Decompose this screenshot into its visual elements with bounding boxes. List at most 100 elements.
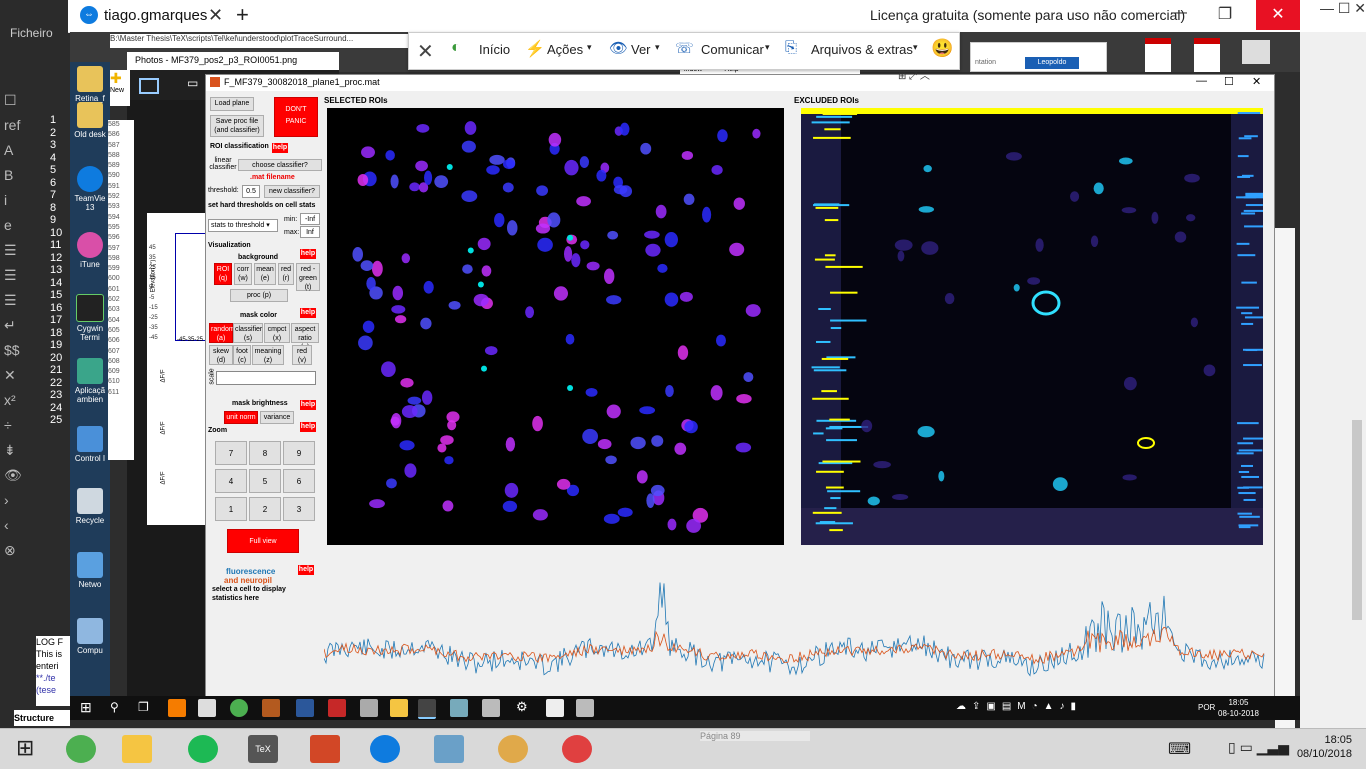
zoom-key-1[interactable]: 1 bbox=[215, 497, 247, 521]
help-button[interactable]: help bbox=[300, 249, 316, 259]
host-scrollbar[interactable] bbox=[1352, 420, 1362, 620]
app-icon[interactable] bbox=[482, 699, 500, 717]
bg-mean-button[interactable]: mean (e) bbox=[254, 263, 276, 285]
paint-icon[interactable] bbox=[498, 735, 528, 763]
id-card-icon[interactable] bbox=[1242, 40, 1270, 64]
smiley-icon[interactable]: 😃 bbox=[931, 38, 954, 58]
choose-classifier-button[interactable]: choose classifier? bbox=[238, 159, 322, 171]
ficheiro-menu[interactable]: Ficheiro bbox=[10, 26, 53, 40]
load-plane-button[interactable]: Load plane bbox=[210, 97, 254, 111]
communicate-button[interactable]: Comunicar bbox=[701, 42, 764, 57]
file-explorer-icon[interactable] bbox=[122, 735, 152, 763]
desktop-icon[interactable]: iTune bbox=[70, 232, 110, 269]
view-button[interactable]: Ver bbox=[631, 42, 651, 57]
windows-start-icon[interactable]: ⊞ bbox=[16, 735, 35, 760]
proc-button[interactable]: proc (p) bbox=[230, 289, 288, 302]
language-indicator[interactable]: POR bbox=[1198, 703, 1216, 712]
pdf-icon[interactable] bbox=[1194, 38, 1220, 72]
account-button[interactable]: Leopoldo bbox=[1025, 57, 1079, 69]
close-icon[interactable]: ✕ bbox=[1252, 76, 1262, 88]
chrome-icon[interactable] bbox=[230, 699, 248, 717]
mask-foot-button[interactable]: foot (c) bbox=[233, 345, 251, 365]
photos-icon[interactable] bbox=[546, 699, 564, 717]
new-tab-button[interactable]: + bbox=[236, 2, 249, 27]
threshold-input[interactable]: 0.5 bbox=[242, 185, 260, 198]
help-button[interactable]: help bbox=[300, 400, 316, 410]
mask-skew-button[interactable]: skew (d) bbox=[209, 345, 233, 365]
zoom-key-7[interactable]: 7 bbox=[215, 441, 247, 465]
desktop-icon[interactable]: Control I bbox=[70, 426, 110, 463]
photos-icon[interactable] bbox=[434, 735, 464, 763]
app-icon[interactable] bbox=[576, 699, 594, 717]
snipping-tool-icon[interactable] bbox=[562, 735, 592, 763]
desktop-icon[interactable]: Old desk bbox=[70, 102, 110, 139]
chrome-icon[interactable] bbox=[66, 735, 96, 763]
file-explorer-icon[interactable] bbox=[390, 699, 408, 717]
help-button[interactable]: help bbox=[300, 308, 316, 318]
help-button[interactable]: help bbox=[300, 422, 316, 432]
tray-icons[interactable]: ▯ ▭ ▁▃▅ bbox=[1228, 739, 1290, 755]
home-button[interactable]: Início bbox=[479, 42, 511, 57]
tray-icons[interactable]: ☁⇪▣▤M◔▲♪▮ bbox=[956, 701, 1083, 712]
bg-red-green-button[interactable]: red - green (t) bbox=[296, 263, 320, 291]
mask-red-button[interactable]: red (v) bbox=[292, 345, 312, 365]
max-input[interactable]: Inf bbox=[300, 226, 320, 238]
bg-red-button[interactable]: red (r) bbox=[278, 263, 294, 285]
close-session-icon[interactable]: ✕ bbox=[417, 41, 434, 63]
unit-norm-button[interactable]: unit norm bbox=[224, 411, 258, 424]
keyboard-icon[interactable]: ⌨ bbox=[1168, 741, 1192, 758]
teamviewer-icon[interactable] bbox=[370, 735, 400, 763]
actions-button[interactable]: Ações bbox=[547, 42, 584, 57]
app-icon[interactable] bbox=[360, 699, 378, 717]
mask-aspect-ratio-button[interactable]: aspect ratio (g) bbox=[291, 323, 319, 351]
app-icon[interactable] bbox=[450, 699, 468, 717]
mask-classifier-button[interactable]: classifier (s) bbox=[233, 323, 263, 343]
desktop-icon[interactable]: Compu bbox=[70, 618, 110, 655]
slideshow-icon[interactable]: ▭ bbox=[187, 76, 199, 90]
bg-corr-button[interactable]: corr (w) bbox=[234, 263, 252, 285]
variance-button[interactable]: variance bbox=[260, 411, 294, 424]
session-tab[interactable]: ⇔ tiago.gmarques ✕ bbox=[70, 0, 230, 32]
selected-rois-panel[interactable] bbox=[327, 108, 784, 545]
image-icon[interactable] bbox=[139, 78, 159, 94]
search-icon[interactable]: ⚲ bbox=[110, 700, 119, 714]
word-icon[interactable] bbox=[296, 699, 314, 717]
settings-icon[interactable]: ⚙ bbox=[516, 699, 528, 714]
restore-icon[interactable]: ☐ bbox=[1224, 76, 1234, 88]
minimize-icon[interactable]: — bbox=[1196, 75, 1207, 87]
zoom-key-3[interactable]: 3 bbox=[283, 497, 315, 521]
mendeley-icon[interactable] bbox=[328, 699, 346, 717]
min-input[interactable]: -Inf bbox=[300, 213, 320, 225]
desktop-icon[interactable]: TeamVie 13 bbox=[70, 166, 110, 212]
texmaker-icon[interactable]: TeX bbox=[248, 735, 278, 763]
spotify-icon[interactable] bbox=[188, 735, 218, 763]
zoom-key-9[interactable]: 9 bbox=[283, 441, 315, 465]
structure-tab[interactable]: Structure bbox=[14, 710, 70, 726]
fit-icon[interactable]: ⊞ ⤢ ︿ bbox=[898, 71, 930, 82]
store-icon[interactable] bbox=[198, 699, 216, 717]
powerpoint-icon[interactable] bbox=[310, 735, 340, 763]
zoom-key-8[interactable]: 8 bbox=[249, 441, 281, 465]
zoom-key-6[interactable]: 6 bbox=[283, 469, 315, 493]
desktop-icon[interactable]: Aplicaçã ambien bbox=[70, 358, 110, 404]
zoom-key-4[interactable]: 4 bbox=[215, 469, 247, 493]
mask-cmpct-button[interactable]: cmpct (x) bbox=[264, 323, 290, 343]
minimize-icon[interactable]: — bbox=[1171, 4, 1187, 21]
task-view-icon[interactable]: ❐ bbox=[138, 700, 149, 714]
new-classifier-button[interactable]: new classifier? bbox=[264, 185, 320, 198]
excluded-rois-panel[interactable] bbox=[801, 108, 1263, 545]
mask-random-button[interactable]: random (a) bbox=[209, 323, 235, 343]
host-window-controls[interactable]: — ☐ ✕ bbox=[1319, 0, 1366, 16]
stats-dropdown[interactable]: stats to threshold ▾ bbox=[208, 219, 278, 232]
desktop-icon[interactable]: Recycle bbox=[70, 488, 110, 525]
zoom-key-2[interactable]: 2 bbox=[249, 497, 281, 521]
app-icon[interactable] bbox=[168, 699, 186, 717]
new-button[interactable]: ✚ New bbox=[110, 70, 130, 106]
windows-start-icon[interactable]: ⊞ bbox=[80, 699, 92, 715]
files-extras-button[interactable]: Arquivos & extras bbox=[811, 42, 913, 57]
bg-roi-button[interactable]: ROI (q) bbox=[214, 263, 232, 285]
desktop-icon[interactable]: Retina_f bbox=[70, 66, 110, 103]
desktop-icon[interactable]: Netwo bbox=[70, 552, 110, 589]
save-proc-button[interactable]: Save proc file (and classifier) bbox=[210, 115, 264, 137]
